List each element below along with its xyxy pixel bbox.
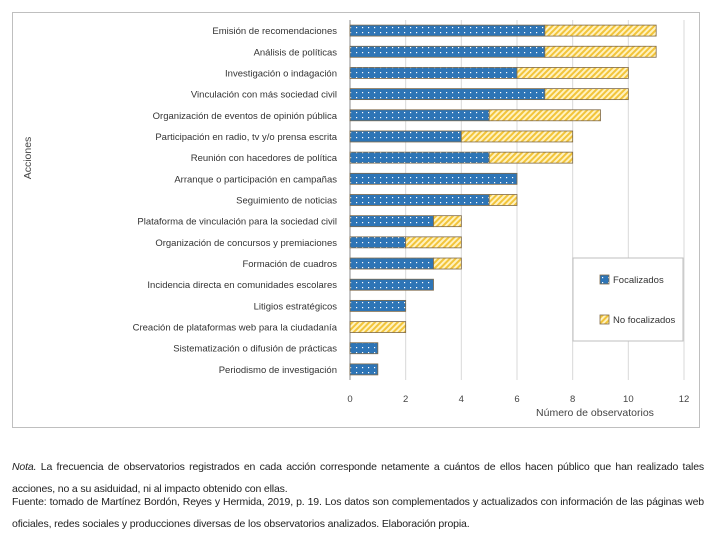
bar-focalizados [349, 172, 518, 185]
x-tick-label: 2 [403, 394, 408, 405]
x-axis-title: Número de observatorios [536, 407, 654, 419]
nota-paragraph: Nota. La frecuencia de observatorios reg… [12, 456, 704, 500]
bar-focalizados [349, 278, 434, 291]
bar-no-focalizados [544, 45, 657, 58]
x-tick-label: 0 [347, 394, 352, 405]
bar-no-focalizados [433, 215, 462, 228]
bar-focalizados [349, 363, 379, 376]
bar-focalizados [349, 342, 379, 355]
bar-no-focalizados [405, 236, 462, 249]
x-tick-label: 10 [623, 394, 634, 405]
category-label: Investigación o indagación [225, 68, 337, 79]
category-label: Seguimiento de noticias [236, 196, 337, 207]
bar-focalizados [349, 236, 407, 249]
x-tick-label: 12 [679, 394, 690, 405]
bar-focalizados [349, 257, 434, 270]
x-tick-label: 6 [514, 394, 519, 405]
bar-focalizados [349, 67, 518, 79]
category-label: Formación de cuadros [242, 259, 337, 270]
bar-focalizados [349, 24, 546, 37]
category-label: Periodismo de investigación [219, 365, 337, 376]
bar-no-focalizados [544, 88, 629, 101]
category-label: Participación en radio, tv y/o prensa es… [155, 132, 337, 143]
legend-label-no-focalizados: No focalizados [613, 315, 676, 326]
legend-label-focalizados: Focalizados [613, 275, 664, 286]
bar-no-focalizados [488, 194, 518, 206]
bar-focalizados [349, 194, 490, 206]
bar-focalizados [349, 130, 462, 143]
category-label: Organización de concursos y premiaciones [155, 238, 337, 249]
category-label: Reunión con hacedores de política [191, 153, 338, 164]
category-label: Plataforma de vinculación para la socied… [137, 217, 337, 228]
bar-no-focalizados [544, 24, 657, 37]
category-label: Arranque o participación en campañas [174, 174, 337, 185]
category-label: Vinculación con más sociedad civil [191, 90, 337, 101]
legend-swatch-no-focalizados [599, 314, 610, 325]
bar-focalizados [349, 151, 490, 164]
legend-swatch-focalizados [599, 274, 610, 285]
bar-no-focalizados [460, 130, 574, 143]
category-label: Incidencia directa en comunidades escola… [147, 280, 337, 291]
chart-frame [12, 12, 700, 428]
category-label: Litigios estratégicos [254, 301, 338, 312]
x-tick-label: 4 [459, 394, 464, 405]
category-label: Organización de eventos de opinión públi… [153, 111, 338, 122]
nota-text: La frecuencia de observatorios registrad… [12, 461, 704, 495]
category-label: Análisis de políticas [254, 47, 338, 58]
fuente-paragraph: Fuente: tomado de Martínez Bordón, Reyes… [12, 496, 704, 530]
nota-label: Nota. [12, 461, 37, 473]
bar-no-focalizados [488, 151, 574, 164]
bar-no-focalizados [349, 321, 407, 333]
bar-focalizados [349, 109, 490, 122]
bar-focalizados [349, 299, 407, 312]
bar-no-focalizados [516, 67, 629, 79]
bar-no-focalizados [433, 257, 462, 270]
bar-focalizados [349, 215, 434, 228]
bar-focalizados [349, 45, 546, 58]
x-tick-label: 8 [570, 394, 575, 405]
y-axis-title: Acciones [22, 137, 34, 180]
bar-no-focalizados [488, 109, 601, 122]
category-label: Emisión de recomendaciones [212, 26, 337, 37]
stacked-bar-chart: Emisión de recomendaciones Análisis de po… [22, 20, 690, 419]
category-label: Sistematización o difusión de prácticas [173, 344, 337, 355]
legend: Focalizados No focalizados [572, 257, 684, 342]
bar-focalizados [349, 88, 546, 101]
category-label: Creación de plataformas web para la ciud… [133, 323, 338, 334]
